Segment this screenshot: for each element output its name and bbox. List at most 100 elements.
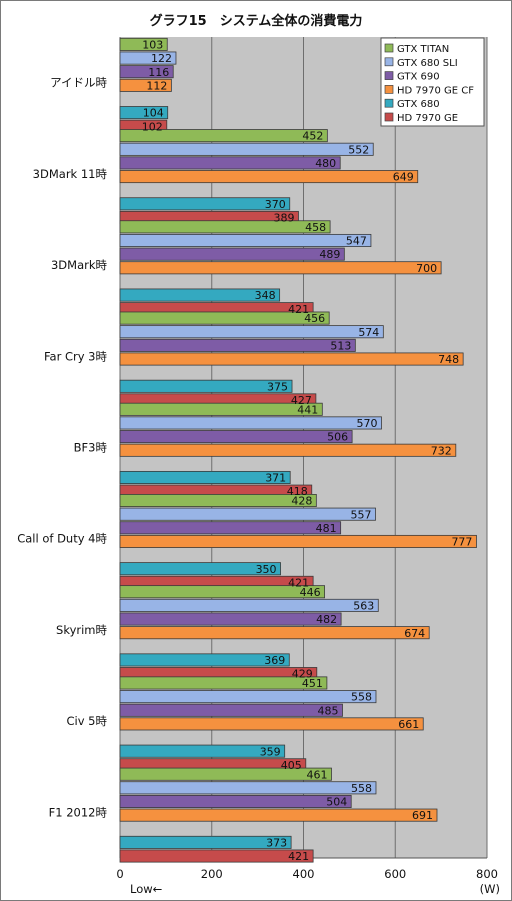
x-tick-label: 800 [476, 867, 498, 881]
chart-title: グラフ15 システム全体の消費電力 [150, 13, 363, 29]
x-tick-label: 200 [201, 867, 223, 881]
bar-6-2 [119, 612, 342, 626]
x-tick-label: 600 [384, 867, 406, 881]
bar-value-label: 504 [326, 796, 347, 809]
bar-7-2 [119, 703, 343, 717]
bar-value-label: 461 [306, 768, 327, 781]
bar-8-4 [119, 835, 292, 849]
bar-value-label: 421 [288, 303, 309, 316]
bar-1-4 [119, 197, 291, 211]
bar-1-3 [119, 170, 419, 184]
bar-value-label: 421 [288, 576, 309, 589]
legend-box [380, 37, 485, 127]
bar-value-label: 102 [142, 120, 163, 133]
bar-value-label: 418 [287, 485, 308, 498]
bar-value-label: 513 [330, 339, 351, 352]
bar-value-label: 350 [256, 563, 277, 576]
bar-value-label: 103 [142, 39, 163, 52]
bar-value-label: 427 [291, 394, 312, 407]
bar-value-label: 389 [273, 212, 294, 225]
bar-5-0 [119, 494, 317, 508]
bar-8-1 [119, 781, 377, 795]
bar-value-label: 373 [266, 836, 287, 849]
bar-2-1 [119, 233, 372, 247]
legend-label: GTX 680 [397, 99, 440, 110]
bar-8-3 [119, 808, 438, 822]
bar-6-3 [119, 626, 430, 640]
bar-0-4 [119, 106, 169, 120]
bar-value-label: 547 [346, 235, 367, 248]
legend-label: GTX TITAN [397, 44, 449, 55]
bar-3-1 [119, 325, 384, 339]
bar-7-3 [119, 717, 424, 731]
bar-value-label: 369 [264, 654, 285, 667]
bar-7-1 [119, 690, 377, 704]
bar-0-1 [119, 51, 177, 65]
bar-6-1 [119, 598, 379, 612]
bar-value-label: 429 [292, 668, 313, 681]
bar-2-0 [119, 220, 331, 234]
bar-6-0 [119, 585, 326, 599]
legend: GTX TITAN GTX 680 SLI GTX 690 HD 7970 GE CF… [380, 37, 485, 127]
bar-5-1 [119, 507, 376, 521]
bar-1-0 [119, 129, 328, 143]
bar-value-label: 371 [265, 472, 286, 485]
legend-swatch [384, 71, 394, 80]
bar-8-0 [119, 767, 332, 781]
legend-swatch [384, 112, 394, 122]
category-label: BF3時 [74, 441, 108, 455]
bar-5-4 [119, 562, 281, 576]
bar-4-3 [119, 443, 457, 457]
bar-value-label: 506 [327, 431, 348, 444]
bar-1-1 [119, 142, 374, 156]
bar-1-2 [119, 156, 341, 170]
bar-value-label: 557 [351, 508, 372, 521]
legend-label: HD 7970 GE [397, 113, 458, 124]
bar-5-2 [119, 521, 342, 535]
bar-value-label: 112 [146, 79, 167, 92]
x-tick-label: 400 [293, 867, 315, 881]
bar-8-5 [119, 849, 314, 863]
bar-0-2 [119, 65, 174, 79]
bar-value-label: 480 [315, 157, 336, 170]
bar-value-label: 446 [300, 586, 321, 599]
bar-4-1 [119, 416, 382, 430]
category-label: 3DMark 11時 [33, 167, 108, 181]
category-label: Skyrim時 [56, 623, 107, 637]
legend-swatch [384, 98, 394, 108]
bar-2-4 [119, 288, 281, 302]
category-label: Call of Duty 4時 [17, 532, 107, 546]
bar-4-0 [119, 402, 323, 416]
bar-value-label: 451 [302, 677, 323, 690]
bar-3-0 [119, 311, 330, 325]
bar-value-label: 458 [305, 221, 326, 234]
bar-value-label: 375 [267, 380, 288, 393]
bar-value-label: 777 [451, 536, 472, 549]
bar-value-label: 482 [316, 613, 337, 626]
bar-value-label: 489 [319, 248, 340, 261]
direction-label: Low← [130, 882, 162, 896]
bar-8-2 [119, 794, 352, 808]
category-label: F1 2012時 [49, 805, 108, 819]
bar-3-4 [119, 379, 293, 393]
bar-value-label: 674 [404, 627, 425, 640]
bar-value-label: 421 [288, 850, 309, 863]
bar-4-4 [119, 470, 291, 484]
bar-7-4 [119, 744, 286, 758]
bar-value-label: 348 [255, 289, 276, 302]
category-label: 3DMark時 [51, 258, 108, 272]
legend-label: GTX 680 SLI [397, 58, 458, 69]
bar-6-4 [119, 653, 290, 667]
bar-value-label: 563 [353, 599, 374, 612]
x-tick-label: 0 [116, 867, 123, 881]
legend-label: GTX 690 [397, 72, 440, 83]
bar-value-label: 359 [260, 745, 281, 758]
bar-value-label: 700 [416, 262, 437, 275]
bar-value-label: 441 [297, 403, 318, 416]
bar-value-label: 485 [317, 704, 338, 717]
bar-value-label: 116 [148, 66, 169, 79]
bar-3-3 [119, 352, 464, 366]
bar-value-label: 661 [398, 718, 419, 731]
